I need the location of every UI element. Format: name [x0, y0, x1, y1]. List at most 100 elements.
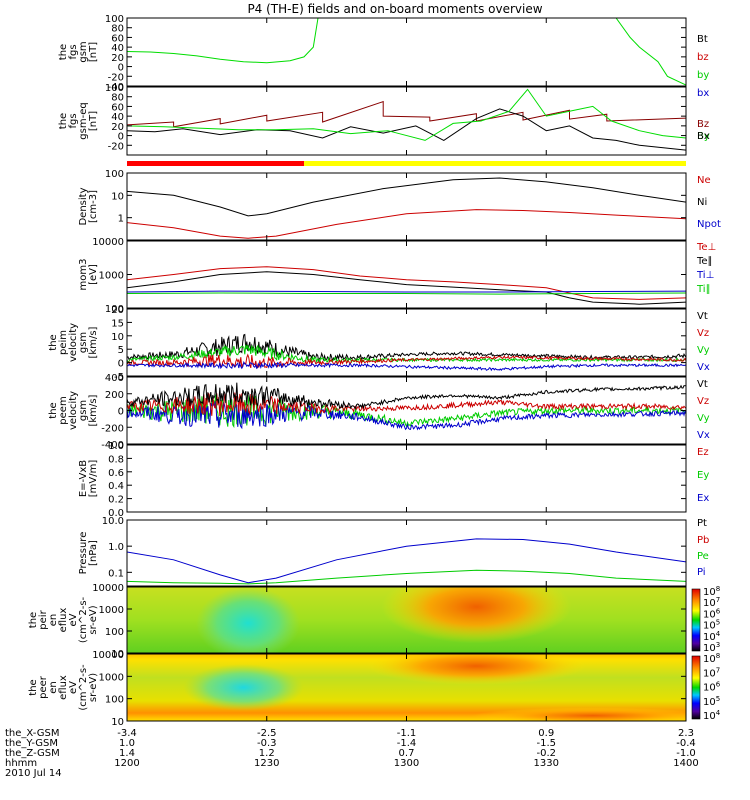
spectrogram-lower-band: [472, 707, 686, 721]
y-axis-label-line: sr-eV): [88, 605, 99, 634]
y-tick-label: 20: [111, 53, 124, 64]
mode-bar-slow: [304, 161, 686, 166]
orbit-value: -2.5: [257, 728, 277, 739]
y-axis-label-line: sr-eV): [88, 673, 99, 702]
colorbar-tick-label: 106: [703, 607, 721, 620]
y-axis-label-line: (cm^2-s-: [78, 664, 89, 711]
legend-entry-Ti⊥: Ti⊥: [696, 270, 714, 281]
y-axis-label-line: gsm: [78, 332, 89, 353]
legend-entry-Vy: Vy: [697, 413, 710, 424]
y-tick-label: -200: [101, 423, 124, 434]
y-axis-label-line: the: [28, 612, 39, 628]
legend-entry-Bz: Bz: [697, 119, 709, 130]
y-tick-label: 400: [105, 373, 124, 384]
y-axis-label-line: velocity: [68, 323, 79, 362]
y-axis-label-line: eflux: [58, 608, 69, 633]
y-axis-label-line: (cm^2-s-: [78, 596, 89, 643]
date-label: 2010 Jul 14: [5, 768, 62, 779]
legend-entry-Vy: Vy: [697, 345, 710, 356]
y-tick-label: 200: [105, 390, 124, 401]
legend-entry-Ti∥: Ti∥: [696, 284, 711, 295]
y-tick-label: 100: [105, 169, 124, 180]
y-tick-label: 0.8: [108, 454, 124, 465]
y-axis-label-line: the: [48, 402, 59, 418]
legend-entry-Bx: Bx: [697, 131, 710, 142]
series-line-Pi: [127, 538, 686, 584]
series-group: [127, 88, 686, 151]
y-tick-label: -20: [108, 72, 124, 83]
legend-entry-Ey: Ey: [697, 470, 709, 481]
y-tick-label: 1000: [99, 605, 124, 616]
y-axis-label-line: en: [48, 614, 59, 627]
orbit-value: 1230: [254, 758, 279, 769]
legend-entry-Ne: Ne: [697, 175, 711, 186]
y-tick-label: 10: [111, 191, 124, 202]
orbit-row-label: hhmm: [5, 758, 37, 769]
series-group: [127, 177, 686, 239]
y-tick-label: 10.0: [102, 516, 124, 527]
panel-3: 100 10 1 Density [cm-3] Ne Ni Npot: [78, 169, 721, 241]
panel-frame: [126, 172, 687, 241]
y-axis-label: Pressure [nPa]: [78, 532, 99, 575]
series-line-Bx: [127, 108, 686, 151]
colorbar-tick-label: 105: [703, 695, 720, 708]
colorbar-tick-label: 106: [703, 681, 721, 694]
y-axis-label-line: en: [48, 681, 59, 694]
orbit-row-label: the_Z-GSM: [5, 748, 60, 759]
orbit-value: -0.3: [257, 738, 277, 749]
y-tick-label: 100: [105, 14, 124, 25]
y-axis-label-line: eV: [68, 681, 79, 694]
series-line-Vz: [127, 392, 686, 417]
panel-frame: [126, 444, 687, 513]
panel-frame: [126, 17, 687, 87]
series-line-by: [127, 18, 686, 86]
y-tick-label: 100: [105, 695, 124, 706]
series-line-Te∥: [127, 271, 686, 305]
y-axis-label: mom3 [eV]: [78, 259, 99, 291]
orbit-labels: the_X-GSM -3.4 -2.5 -1.1 0.9 2.3 the_Y-GSM 1.0 -…: [5, 728, 699, 769]
y-axis-label: the peer en eflux eV (cm^2-s-sr-eV): [28, 664, 99, 711]
y-tick-label: 10000: [92, 650, 124, 661]
y-axis-label-line: [mV/m]: [88, 460, 99, 498]
legend-entry-Pb: Pb: [697, 535, 709, 546]
y-tick-label: 40: [111, 43, 124, 54]
colorbar-tick-label: 103: [703, 641, 720, 654]
y-axis-label-line: peim: [58, 330, 69, 355]
mode-bar-fast: [127, 161, 305, 166]
panel-frame: [126, 519, 687, 587]
spectrogram-low-flux-region: [183, 664, 304, 711]
y-axis-label: the fgs gsm-eq [nT]: [58, 102, 99, 139]
series-group: [127, 538, 686, 585]
y-axis-label-line: fgs: [68, 44, 79, 59]
y-tick-label: 1: [118, 214, 124, 225]
spectrogram-high-flux-region: [381, 587, 572, 644]
y-axis-label-line: gsm: [78, 400, 89, 421]
legend-entry-by: by: [697, 70, 709, 81]
y-axis-label-line: [nT]: [88, 111, 99, 131]
series-line-Pe: [127, 569, 686, 585]
legend-entry-Vx: Vx: [697, 430, 710, 441]
y-tick-label: 0: [118, 359, 124, 370]
legend-entry-Ex: Ex: [697, 493, 709, 504]
orbit-value: -1.0: [676, 748, 696, 759]
legend-entry-bz: bz: [697, 52, 709, 63]
y-axis-label: the fgs gsm [nT]: [58, 41, 99, 62]
y-axis-label-line: [nPa]: [88, 540, 99, 566]
legend-entry-Te⊥: Te⊥: [696, 242, 716, 253]
y-tick-label: -5: [114, 372, 124, 383]
series-line-Vy: [127, 394, 686, 429]
series-line-Vx: [127, 360, 686, 372]
y-axis-label-line: [nT]: [88, 42, 99, 62]
colorbar: [691, 588, 701, 652]
y-axis-label-line: peir: [38, 609, 49, 629]
y-tick-label: 15: [111, 318, 124, 329]
colorbar-tick-label: 107: [703, 666, 720, 679]
y-axis-label-line: Density: [78, 187, 89, 225]
legend-entry-Ni: Ni: [697, 197, 707, 208]
legend-entry-Te∥: Te∥: [696, 256, 713, 267]
figure-title: P4 (TH-E) fields and on-board moments ov…: [247, 2, 542, 16]
legend-entry-Pe: Pe: [697, 551, 709, 562]
y-axis-label-line: eflux: [58, 675, 69, 700]
